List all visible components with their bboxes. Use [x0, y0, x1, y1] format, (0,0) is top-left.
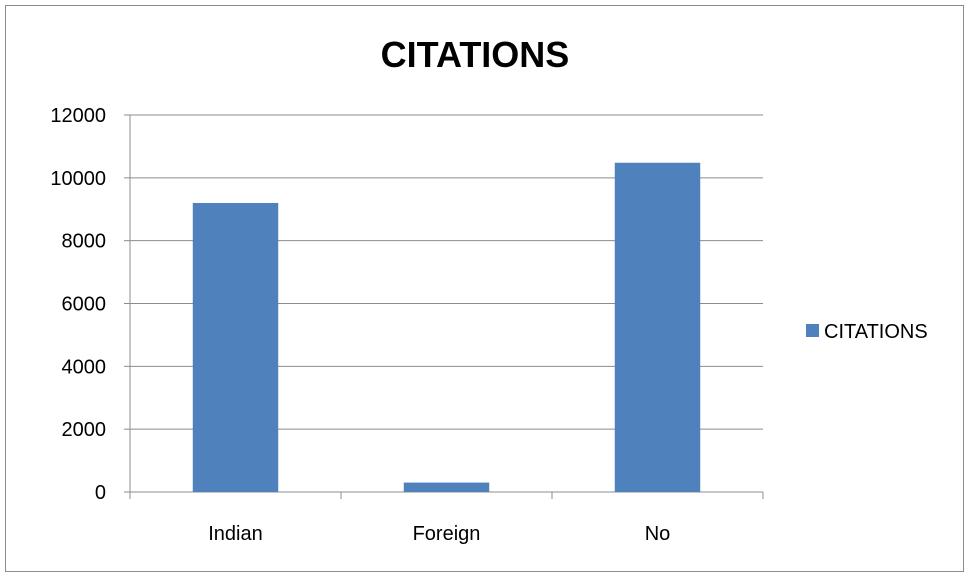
y-tick-label: 12000 — [50, 105, 106, 127]
legend: CITATIONS — [806, 321, 928, 343]
chart-frame — [5, 5, 964, 572]
x-tick-label: Indian — [208, 523, 263, 545]
y-axis-ticks: 0 2000 4000 6000 8000 10000 12000 — [50, 105, 106, 504]
y-tick-label: 10000 — [50, 168, 106, 190]
y-tick-label: 8000 — [62, 231, 107, 253]
y-tick-label: 6000 — [62, 294, 107, 316]
bar-indian — [192, 202, 279, 492]
chart-title: CITATIONS — [381, 34, 570, 75]
x-tick-label: No — [645, 523, 671, 545]
legend-label: CITATIONS — [824, 321, 928, 343]
y-tick-label: 4000 — [62, 356, 107, 378]
x-axis-ticks: Indian Foreign No — [208, 523, 670, 545]
bars — [192, 162, 701, 492]
bar-foreign — [403, 482, 490, 492]
x-tick-label: Foreign — [413, 523, 481, 545]
y-tick-label: 2000 — [62, 419, 107, 441]
y-tick-label: 0 — [95, 482, 106, 504]
bar-no — [614, 162, 701, 492]
legend-swatch — [806, 324, 819, 337]
